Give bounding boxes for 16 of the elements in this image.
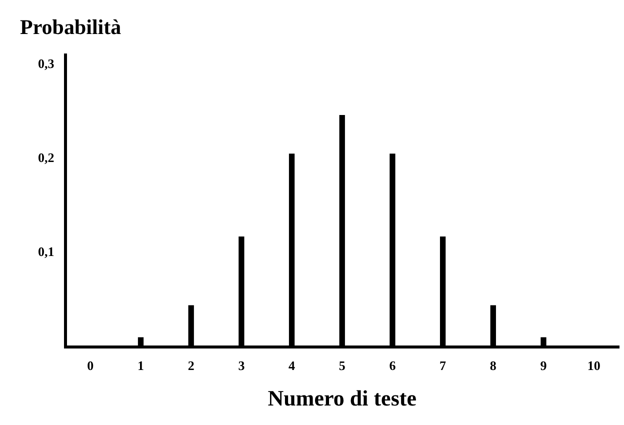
x-tick-label: 1	[138, 358, 144, 374]
x-tick-label: 2	[188, 358, 194, 374]
x-tick-label: 9	[540, 358, 548, 374]
y-tick-label: 0,2	[38, 150, 54, 165]
y-tick-label: 0,1	[38, 244, 54, 260]
y-tick-label: 0,3	[38, 56, 55, 71]
x-tick-label: 7	[440, 358, 447, 374]
x-tick-label: 0	[87, 358, 94, 374]
x-tick-label: 8	[490, 358, 497, 374]
x-axis-title: Numero di teste	[268, 385, 417, 410]
x-tick-label: 4	[288, 358, 296, 374]
x-tick-label: 3	[238, 358, 246, 374]
y-axis-title: Probabilità	[20, 14, 122, 39]
x-tick-label: 10	[587, 358, 600, 374]
x-tick-label: 6	[389, 358, 396, 374]
x-tick-label: 5	[338, 358, 346, 374]
